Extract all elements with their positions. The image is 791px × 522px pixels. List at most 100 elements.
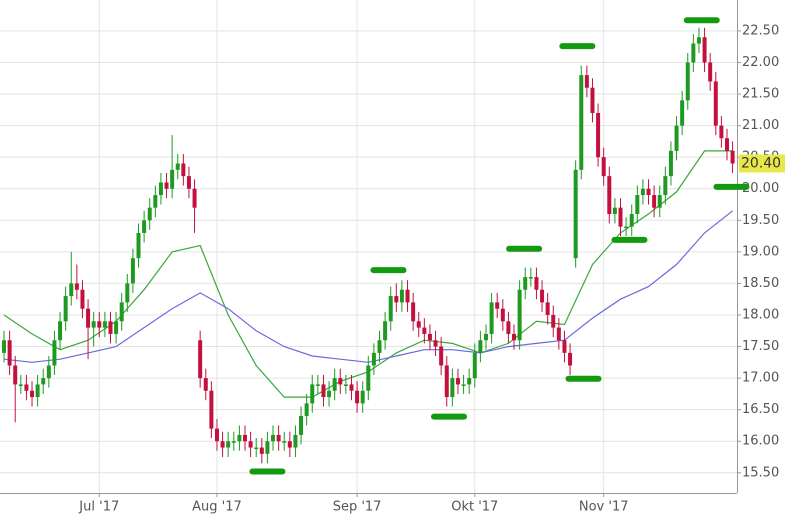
candle-body — [125, 283, 130, 303]
y-tick-label: 20.00 — [742, 181, 779, 196]
x-tick-label: Nov '17 — [579, 500, 629, 515]
candle-body — [108, 321, 113, 334]
candle-body — [388, 296, 393, 322]
candle-body — [668, 150, 673, 177]
candle-body — [607, 176, 612, 214]
candle-body — [467, 378, 472, 385]
candle-body — [226, 441, 231, 448]
candle-body — [708, 62, 713, 82]
y-tick-label: 16.50 — [742, 402, 779, 417]
candle-body — [646, 188, 651, 196]
candle-body — [366, 365, 371, 391]
candle-body — [573, 169, 578, 259]
candle-body — [427, 333, 432, 341]
candle-body — [231, 441, 236, 443]
candle-body — [310, 384, 315, 404]
candle-body — [276, 434, 281, 442]
candle-body — [584, 75, 589, 88]
candle-body — [30, 390, 35, 398]
candle-body — [495, 302, 500, 309]
candle-body — [663, 176, 668, 196]
candle-body — [652, 195, 657, 208]
candle-body — [517, 289, 522, 341]
candle-body — [46, 365, 51, 379]
candle-body — [265, 441, 270, 454]
candle-body — [69, 283, 74, 297]
candle-body — [293, 434, 298, 448]
candle-body — [158, 182, 163, 196]
candle-body — [119, 302, 124, 322]
candle-body — [489, 302, 494, 334]
candle-body — [332, 378, 337, 391]
candle-body — [248, 441, 253, 448]
candle-body — [360, 390, 365, 404]
y-tick-label: 22.00 — [742, 55, 779, 70]
candle-body — [512, 333, 517, 341]
candle-body — [355, 390, 360, 404]
candle-body — [338, 378, 343, 385]
candle-body — [455, 378, 460, 385]
candle-body — [114, 321, 119, 334]
candle-body — [271, 434, 276, 442]
x-tick-label: Jul '17 — [78, 500, 119, 515]
candle-body — [147, 207, 152, 221]
x-tick-label: Aug '17 — [192, 500, 242, 515]
candle-body — [444, 365, 449, 398]
y-tick-label: 19.50 — [742, 213, 779, 228]
candle-body — [540, 289, 545, 303]
candle-body — [472, 352, 477, 379]
candle-body — [209, 390, 214, 429]
candle-body — [35, 384, 40, 398]
y-tick-label: 15.50 — [742, 465, 779, 480]
candle-body — [383, 321, 388, 341]
candle-body — [186, 176, 191, 189]
candle-body — [450, 378, 455, 398]
candle-body — [259, 447, 264, 454]
candle-body — [562, 340, 567, 353]
candle-body — [371, 352, 376, 366]
candle-body — [220, 441, 225, 448]
candle-body — [74, 283, 79, 290]
candle-body — [719, 125, 724, 139]
candle-body — [377, 340, 382, 353]
candle-body — [674, 125, 679, 151]
candle-body — [170, 169, 175, 189]
candle-body — [696, 37, 701, 44]
candle-body — [405, 289, 410, 303]
candle-body — [461, 384, 466, 386]
candle-body — [91, 321, 96, 328]
candle-body — [629, 213, 634, 227]
candle-body — [556, 327, 561, 341]
candle-body — [528, 277, 533, 279]
candle-body — [618, 207, 623, 227]
candle-body — [483, 333, 488, 341]
candle-body — [80, 289, 85, 309]
candle-body — [130, 258, 135, 284]
y-tick-label: 21.50 — [742, 87, 779, 102]
candle-body — [97, 321, 102, 328]
candle-body — [416, 321, 421, 328]
y-tick-label: 18.50 — [742, 276, 779, 291]
candle-body — [724, 138, 729, 151]
candle-body — [2, 340, 6, 353]
candle-body — [242, 434, 247, 442]
candle-body — [136, 232, 141, 259]
candle-body — [596, 112, 601, 158]
candle-body — [41, 378, 46, 385]
candle-body — [254, 447, 259, 450]
candle-body — [590, 87, 595, 113]
candle-body — [192, 188, 197, 208]
candle-body — [102, 321, 107, 328]
y-tick-label: 19.00 — [742, 244, 779, 259]
candle-body — [422, 327, 427, 334]
candle-body — [237, 434, 242, 442]
candle-body — [24, 384, 29, 391]
candle-body — [601, 157, 606, 177]
candle-body — [203, 378, 208, 391]
candle-body — [439, 346, 444, 366]
candle-body — [685, 62, 690, 101]
candle-body — [657, 195, 662, 208]
candle-body — [551, 314, 556, 328]
candle-body — [343, 384, 348, 386]
